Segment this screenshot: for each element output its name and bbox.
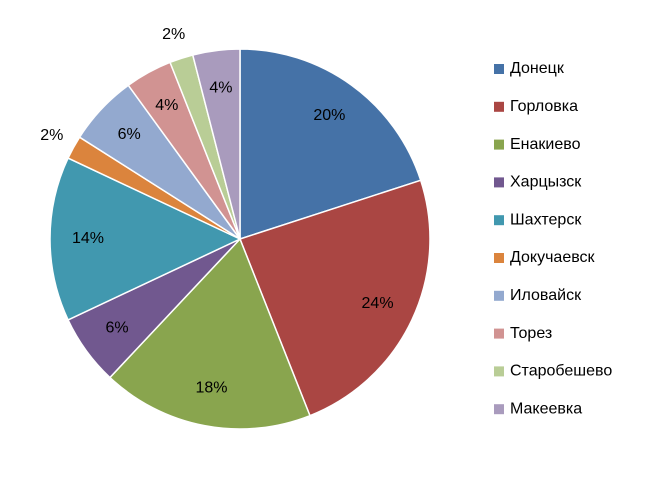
legend-swatch <box>494 101 504 112</box>
legend-label: Торез <box>510 325 552 342</box>
legend-label: Старобешево <box>510 363 612 380</box>
legend-label: Енакиево <box>510 136 581 153</box>
legend-label: Донецк <box>510 60 565 77</box>
legend-swatch <box>494 215 504 226</box>
pie-slice <box>239 48 422 241</box>
legend-label: Харцызск <box>510 174 582 191</box>
data-label: 6% <box>105 320 128 337</box>
legend-swatch <box>494 139 504 150</box>
data-label: 18% <box>196 380 228 397</box>
legend-label: Докучаевск <box>510 249 596 266</box>
legend-swatch <box>494 404 504 415</box>
legend-label: Горловка <box>510 98 578 115</box>
legend-swatch <box>494 64 504 74</box>
legend-label: Шахтерск <box>510 211 582 228</box>
data-label: 2% <box>162 26 185 43</box>
legend-swatch <box>494 253 504 263</box>
legend-swatch <box>494 177 504 188</box>
pie-slice <box>191 48 241 240</box>
data-label: 6% <box>118 126 141 143</box>
pie-slice <box>239 179 431 417</box>
pie-slice <box>108 237 311 430</box>
legend-swatch <box>494 366 504 377</box>
pie-slice <box>49 157 242 321</box>
data-label: 20% <box>313 107 345 124</box>
legend-swatch <box>494 290 504 301</box>
data-label: 14% <box>72 230 104 247</box>
data-label: 4% <box>209 79 232 96</box>
data-label: 24% <box>362 295 394 312</box>
legend-swatch <box>494 328 504 339</box>
data-label: 4% <box>155 97 178 114</box>
data-label: 2% <box>40 127 63 144</box>
legend-label: Макеевка <box>510 400 582 417</box>
legend-label: Иловайск <box>510 287 582 304</box>
